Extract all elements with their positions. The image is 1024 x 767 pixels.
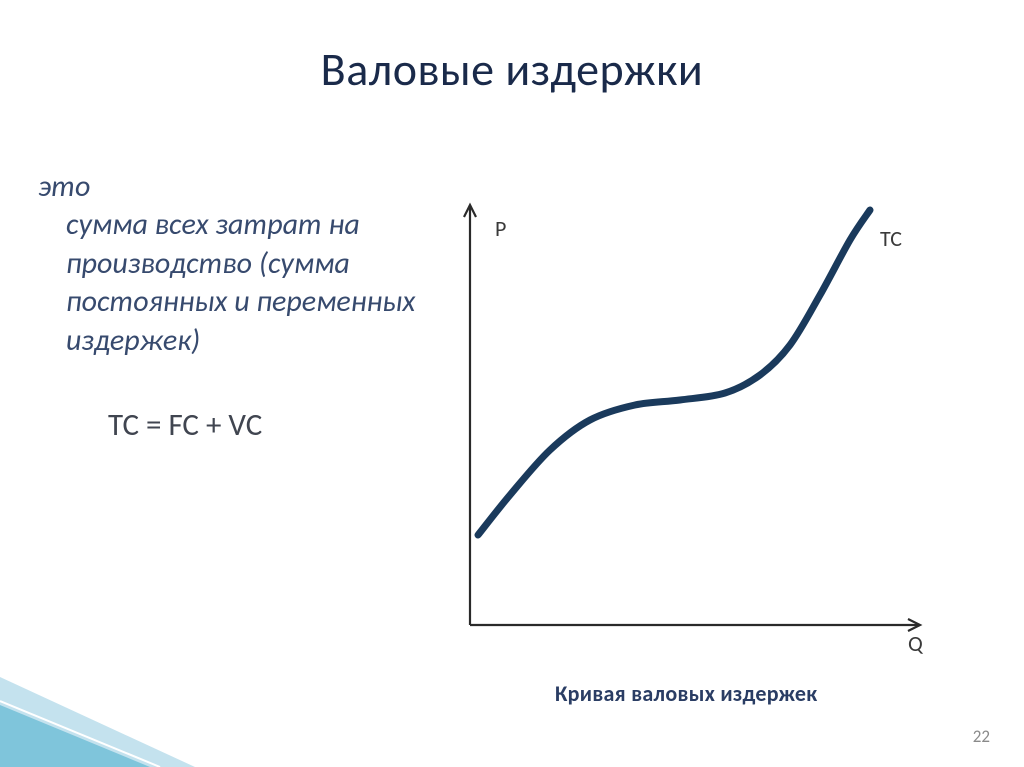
definition-italic: сумма всех затрат на производство (сумма… [38, 206, 418, 360]
definition-prefix: это [38, 168, 90, 205]
y-axis-label: P [495, 215, 506, 242]
definition-text: это сумма всех затрат на производство (с… [38, 168, 418, 446]
cost-curve-chart: P Q TC [440, 195, 940, 655]
slide: Валовые издержки это сумма всех затрат н… [0, 0, 1024, 767]
formula-text: TC = FC + VC [38, 406, 418, 446]
curve-label: TC [880, 225, 902, 252]
chart-svg [440, 195, 940, 655]
chart-caption: Кривая валовых издержек [555, 680, 817, 707]
x-axis-label: Q [908, 630, 923, 657]
page-number: 22 [973, 726, 990, 747]
corner-decoration [0, 677, 210, 767]
slide-title: Валовые издержки [0, 42, 1024, 98]
